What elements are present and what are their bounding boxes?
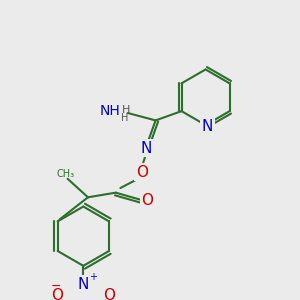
Text: −: − xyxy=(51,280,62,293)
Text: O: O xyxy=(136,165,148,180)
Text: N: N xyxy=(78,277,89,292)
Text: O: O xyxy=(103,288,115,300)
Text: CH₃: CH₃ xyxy=(57,169,75,179)
Text: H: H xyxy=(122,105,130,115)
Text: NH: NH xyxy=(100,104,120,118)
Text: H: H xyxy=(121,112,129,123)
Text: O: O xyxy=(141,193,153,208)
Text: N: N xyxy=(141,141,152,156)
Text: O: O xyxy=(51,288,63,300)
Text: N: N xyxy=(202,119,213,134)
Text: +: + xyxy=(89,272,97,282)
